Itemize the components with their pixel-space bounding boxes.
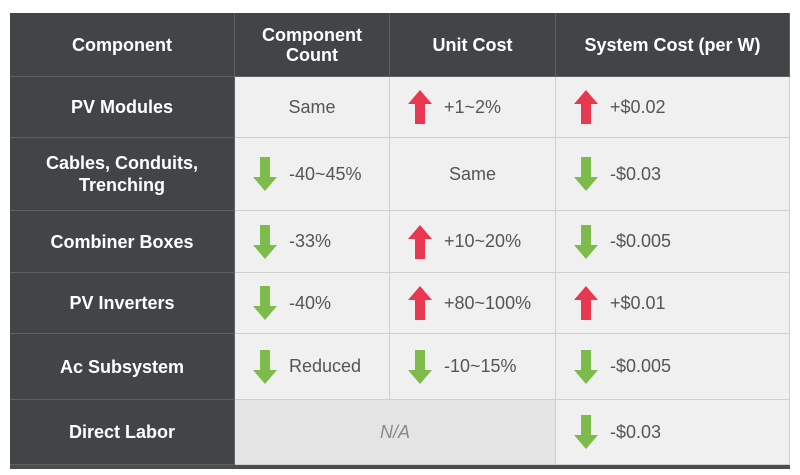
arrow-down-icon	[574, 349, 598, 384]
arrow-down-icon	[253, 286, 277, 320]
row-header: Cables, Conduits, Trenching	[10, 138, 235, 211]
unit-cell: +80~100%	[390, 273, 556, 334]
unit-cell: -10~15%	[390, 334, 556, 400]
count-value: -40~45%	[289, 163, 362, 184]
count-cell: Same	[235, 77, 390, 138]
component-name: Direct Labor	[68, 422, 176, 442]
system-cell: -$0.03	[556, 138, 790, 211]
count-cell: Reduced	[235, 334, 390, 400]
system-cell: -$0.03	[556, 400, 790, 465]
component-name: PV Modules	[70, 97, 173, 117]
arrow-down-icon	[253, 224, 277, 259]
unit-value: -10~15%	[444, 356, 517, 376]
system-cell: -$0.005	[556, 334, 790, 400]
header-unit-cost: Unit Cost	[390, 13, 556, 77]
count-value: -33%	[289, 231, 332, 251]
row-header: Ac Subsystem	[10, 334, 235, 400]
count-value: Same	[288, 96, 336, 117]
unit-value: +1~2%	[444, 96, 502, 117]
unit-cell: +1~2%	[390, 77, 556, 138]
cost-comparison-table: Component Component Count Unit Cost Syst…	[10, 13, 790, 469]
arrow-up-icon	[574, 286, 598, 320]
component-name: Combiner Boxes	[50, 231, 194, 252]
row-header: Combiner Boxes	[10, 211, 235, 273]
system-value: -$0.03	[610, 163, 662, 184]
unit-cell: Same	[390, 138, 556, 211]
arrow-up-icon	[574, 90, 598, 124]
na-value: N/A	[379, 421, 410, 442]
system-cell: +$0.01	[556, 273, 790, 334]
arrow-up-icon	[408, 286, 432, 320]
arrow-up-icon	[408, 90, 432, 124]
component-name: Cables, Conduits, Trenching	[45, 153, 198, 195]
system-value: -$0.03	[610, 421, 662, 442]
merged-na-cell: N/A	[235, 400, 556, 465]
header-system-cost: System Cost (per W)	[556, 13, 790, 77]
arrow-down-icon	[408, 349, 432, 384]
arrow-down-icon	[574, 415, 598, 449]
count-cell: -40%	[235, 273, 390, 334]
row-header: Direct Labor	[10, 400, 235, 465]
system-value: +$0.01	[610, 292, 666, 313]
arrow-down-icon	[574, 157, 598, 191]
header-component-count-label: Component Count	[262, 24, 362, 65]
unit-value: +10~20%	[444, 231, 522, 251]
system-cell: +$0.02	[556, 77, 790, 138]
unit-value: +80~100%	[444, 292, 532, 313]
count-cell: -40~45%	[235, 138, 390, 211]
arrow-down-icon	[253, 349, 277, 384]
component-name: PV Inverters	[69, 293, 175, 313]
row-header: PV Modules	[10, 77, 235, 138]
system-value: +$0.02	[610, 96, 666, 117]
arrow-up-icon	[408, 224, 432, 259]
header-component-count: Component Count	[235, 13, 390, 77]
system-value: -$0.005	[610, 231, 672, 251]
arrow-down-icon	[253, 157, 277, 191]
component-name: Ac Subsystem	[59, 356, 185, 377]
row-header: PV Inverters	[10, 273, 235, 334]
unit-value: Same	[448, 163, 497, 184]
count-value: -40%	[289, 292, 332, 313]
system-cell: -$0.005	[556, 211, 790, 273]
arrow-down-icon	[574, 224, 598, 259]
unit-cell: +10~20%	[390, 211, 556, 273]
count-value: Reduced	[289, 356, 362, 376]
count-cell: -33%	[235, 211, 390, 273]
header-component: Component	[10, 13, 235, 77]
system-value: -$0.005	[610, 356, 672, 376]
